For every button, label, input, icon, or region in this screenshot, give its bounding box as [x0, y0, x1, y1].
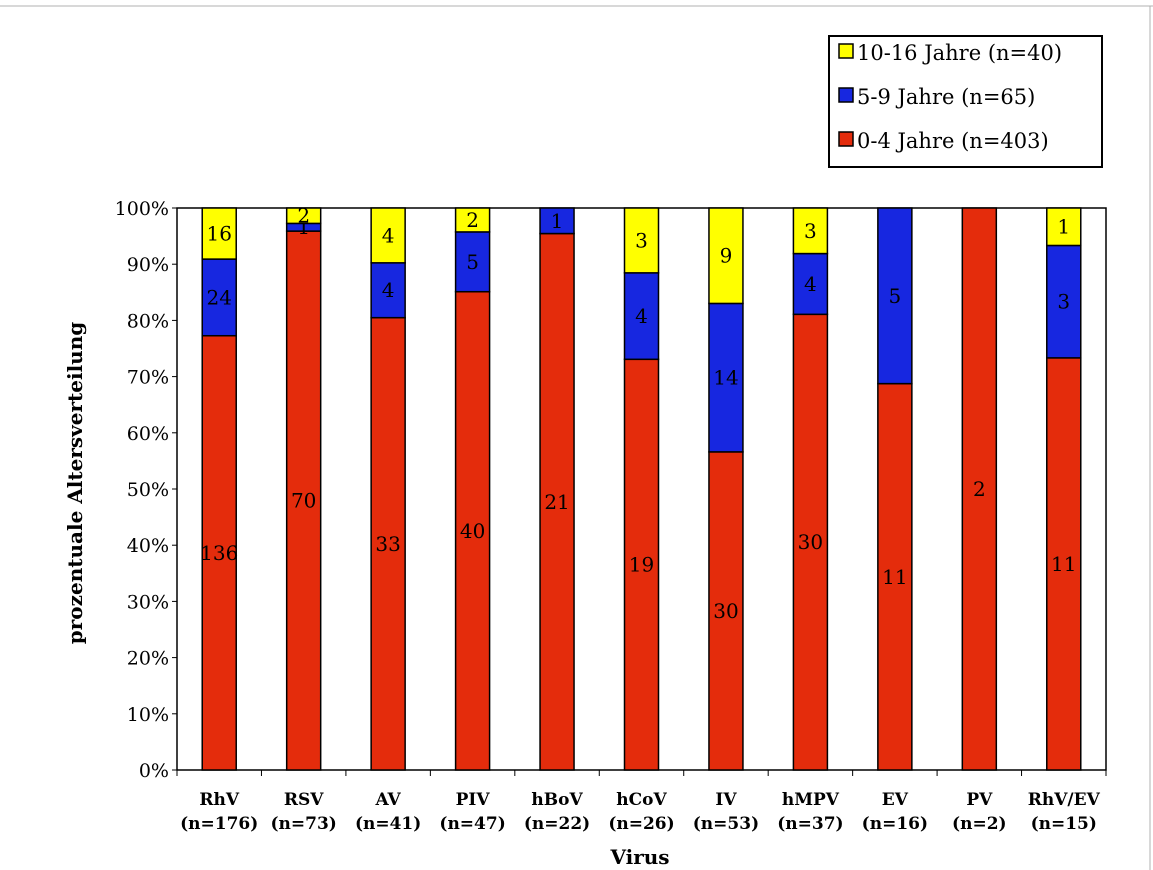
bar-segment [792, 207, 829, 255]
x-tick-label-n: (n=15) [1031, 814, 1097, 834]
data-label: 9 [720, 244, 733, 268]
x-tick-label-n: (n=26) [608, 814, 674, 834]
y-tick-label: 70% [127, 367, 169, 389]
bar-segment [877, 207, 913, 385]
data-label: 136 [200, 541, 238, 565]
x-tick-label: PIV [456, 790, 491, 810]
data-label: 4 [382, 223, 395, 247]
data-label: 3 [1057, 290, 1070, 314]
data-label: 11 [1051, 552, 1076, 576]
y-tick-label: 100% [115, 198, 169, 220]
data-label: 24 [207, 285, 232, 309]
bar-segment [961, 207, 998, 771]
data-label: 70 [291, 489, 316, 513]
x-tick-label-n: (n=53) [693, 814, 759, 834]
legend-entry: 10-16 Jahre (n=40) [857, 41, 1062, 65]
data-label: 3 [804, 219, 817, 243]
y-tick-label: 90% [127, 254, 169, 276]
bar-segment [285, 207, 322, 225]
y-tick-label: 0% [139, 760, 169, 782]
x-axis-label: Virus [609, 845, 669, 869]
data-label: 40 [460, 519, 485, 543]
bar-segment [792, 252, 829, 316]
x-tick-label-n: (n=37) [777, 814, 843, 834]
legend-swatch [838, 43, 854, 59]
plot-area: 0%10%20%30%40%50%60%70%80%90%100%1362416… [115, 198, 1107, 834]
y-axis-label: prozentuale Altersverteilung [63, 322, 87, 645]
legend-box [828, 35, 1103, 168]
y-tick-label: 80% [127, 310, 169, 332]
x-tick-label-n: (n=176) [180, 814, 258, 834]
bar-segment [792, 313, 829, 771]
bar-segment [1046, 207, 1082, 247]
bar-segment [539, 232, 575, 771]
data-label: 4 [804, 272, 817, 296]
bar-segment [285, 230, 322, 771]
data-label: 3 [635, 228, 648, 252]
legend: 10-16 Jahre (n=40) 5-9 Jahre (n=65) 0-4 Ja… [828, 35, 1103, 168]
legend-swatch [838, 87, 854, 103]
x-tick-label-n: (n=73) [271, 814, 337, 834]
x-tick-label-n: (n=16) [862, 814, 928, 834]
x-tick-label: hBoV [531, 790, 583, 810]
bar-segment [201, 258, 237, 337]
legend-entry: 0-4 Jahre (n=403) [857, 129, 1049, 153]
data-label: 5 [466, 250, 479, 274]
x-tick-label: RhV [199, 790, 239, 810]
x-tick-label: IV [715, 790, 737, 810]
data-label: 4 [382, 278, 395, 302]
x-tick-label-n: (n=41) [355, 814, 421, 834]
bar-segment [370, 316, 406, 771]
data-label: 11 [882, 565, 907, 589]
x-tick-label: hCoV [616, 790, 667, 810]
bar-segment [201, 207, 237, 260]
bar-segment [454, 290, 491, 771]
data-label: 30 [798, 530, 823, 554]
y-tick-label: 30% [127, 591, 169, 613]
data-label: 16 [207, 222, 232, 246]
data-label: 1 [551, 209, 564, 233]
x-tick-label-n: (n=47) [439, 814, 505, 834]
bar-segment [877, 382, 913, 771]
x-tick-label-n: (n=2) [952, 814, 1007, 834]
x-tick-label: hMPV [782, 790, 840, 810]
x-tick-label-n: (n=22) [524, 814, 590, 834]
data-label: 2 [466, 208, 479, 232]
bar-segment [454, 207, 491, 233]
bar-segment [708, 451, 744, 771]
data-label: 2 [297, 204, 310, 228]
bar-segment [623, 207, 660, 274]
x-tick-label: RSV [284, 790, 324, 810]
y-tick-label: 60% [127, 423, 169, 445]
bar-segment [623, 272, 660, 361]
data-label: 4 [635, 304, 648, 328]
data-label: 2 [973, 477, 986, 501]
data-label: 19 [629, 553, 654, 577]
legend-swatch [838, 131, 854, 147]
y-tick-label: 10% [127, 704, 169, 726]
data-label: 21 [544, 490, 569, 514]
data-label: 14 [713, 366, 738, 390]
y-tick-label: 50% [127, 479, 169, 501]
legend-entry: 5-9 Jahre (n=65) [857, 85, 1035, 109]
y-tick-label: 40% [127, 535, 169, 557]
data-label: 5 [888, 284, 901, 308]
data-label: 33 [375, 532, 400, 556]
x-tick-label: EV [882, 790, 909, 810]
bar-segment [1046, 357, 1082, 771]
bar-segment [370, 207, 406, 264]
data-label: 30 [713, 599, 738, 623]
x-tick-label: AV [375, 790, 402, 810]
data-label: 1 [1057, 215, 1070, 239]
x-tick-label: RhV/EV [1028, 790, 1101, 810]
x-tick-label: PV [966, 790, 993, 810]
bar-segment [708, 207, 744, 305]
bar-segment [539, 207, 575, 235]
bar-segment [623, 358, 660, 771]
y-tick-label: 20% [127, 648, 169, 670]
